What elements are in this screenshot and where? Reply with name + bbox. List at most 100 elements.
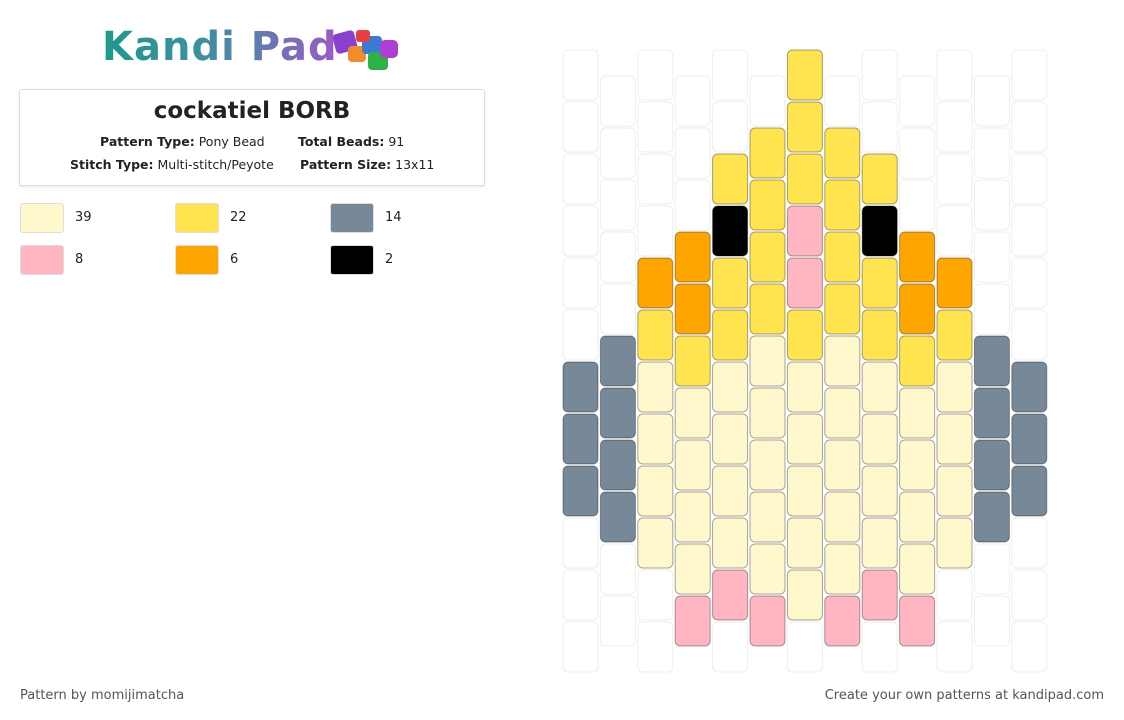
- empty-bead: [562, 101, 599, 153]
- bead: [637, 413, 674, 465]
- bead: [786, 413, 823, 465]
- bead: [899, 283, 936, 335]
- bead: [861, 517, 898, 569]
- bead: [749, 387, 786, 439]
- empty-bead: [749, 75, 786, 127]
- bead: [973, 387, 1010, 439]
- empty-bead: [899, 179, 936, 231]
- bead: [861, 153, 898, 205]
- empty-bead: [562, 257, 599, 309]
- empty-bead: [599, 283, 636, 335]
- bead: [899, 387, 936, 439]
- bead: [674, 439, 711, 491]
- bead: [824, 439, 861, 491]
- bead: [936, 465, 973, 517]
- empty-bead: [599, 75, 636, 127]
- bead: [712, 257, 749, 309]
- detail-label: Pattern Type:: [100, 134, 195, 149]
- empty-bead: [936, 101, 973, 153]
- empty-bead: [599, 231, 636, 283]
- bead: [749, 127, 786, 179]
- empty-bead: [1011, 621, 1048, 673]
- empty-bead: [1011, 569, 1048, 621]
- empty-bead: [599, 543, 636, 595]
- bead: [637, 517, 674, 569]
- bead: [599, 335, 636, 387]
- bead: [899, 543, 936, 595]
- bead: [712, 517, 749, 569]
- empty-bead: [562, 569, 599, 621]
- bead: [712, 153, 749, 205]
- bead: [749, 283, 786, 335]
- bead: [749, 179, 786, 231]
- empty-bead: [637, 101, 674, 153]
- bead: [674, 491, 711, 543]
- bead: [861, 569, 898, 621]
- empty-bead: [899, 75, 936, 127]
- bead: [637, 309, 674, 361]
- bead: [749, 231, 786, 283]
- bead: [712, 205, 749, 257]
- empty-bead: [973, 127, 1010, 179]
- empty-bead: [1011, 517, 1048, 569]
- bead: [824, 595, 861, 647]
- bead: [712, 465, 749, 517]
- empty-bead: [824, 75, 861, 127]
- count: 6: [230, 252, 239, 267]
- empty-bead: [562, 153, 599, 205]
- bead: [562, 361, 599, 413]
- bead: [899, 595, 936, 647]
- bead: [786, 49, 823, 101]
- count: 2: [385, 252, 394, 267]
- logo-beads: [332, 30, 398, 70]
- swatch: [175, 245, 219, 275]
- bead: [786, 101, 823, 153]
- empty-bead: [637, 49, 674, 101]
- bead: [824, 231, 861, 283]
- empty-bead: [936, 153, 973, 205]
- empty-bead: [562, 621, 599, 673]
- detail-value: 91: [388, 134, 405, 149]
- detail-value: 13x11: [395, 157, 435, 172]
- bead: [824, 491, 861, 543]
- bead: [861, 257, 898, 309]
- empty-bead: [973, 543, 1010, 595]
- empty-bead: [1011, 205, 1048, 257]
- empty-bead: [936, 49, 973, 101]
- bead: [599, 491, 636, 543]
- bead: [749, 491, 786, 543]
- count: 39: [75, 210, 92, 225]
- bead: [899, 335, 936, 387]
- bead: [861, 309, 898, 361]
- bead: [786, 153, 823, 205]
- bead: [712, 361, 749, 413]
- bead: [786, 517, 823, 569]
- bead: [562, 465, 599, 517]
- empty-bead: [562, 49, 599, 101]
- pattern-title: cockatiel BORB: [153, 98, 351, 124]
- info-card: cockatiel BORB Pattern Type: Pony Bead To…: [19, 89, 485, 186]
- empty-bead: [599, 595, 636, 647]
- bead: [824, 283, 861, 335]
- bead: [899, 231, 936, 283]
- empty-bead: [562, 205, 599, 257]
- empty-bead: [973, 75, 1010, 127]
- swatch: [330, 245, 374, 275]
- detail: Stitch Type: Multi-stitch/Peyote: [70, 157, 274, 172]
- count: 22: [230, 210, 247, 225]
- bead: [936, 309, 973, 361]
- swatch: [330, 203, 374, 233]
- bead: [899, 491, 936, 543]
- logo[interactable]: Kandi Pad: [102, 24, 338, 70]
- bead: [674, 543, 711, 595]
- bead: [861, 413, 898, 465]
- empty-bead: [712, 49, 749, 101]
- bead: [674, 231, 711, 283]
- empty-bead: [973, 283, 1010, 335]
- bead: [861, 205, 898, 257]
- bead: [861, 465, 898, 517]
- footer-link[interactable]: Create your own patterns at kandipad.com: [824, 688, 1104, 703]
- bead: [637, 465, 674, 517]
- bead: [936, 413, 973, 465]
